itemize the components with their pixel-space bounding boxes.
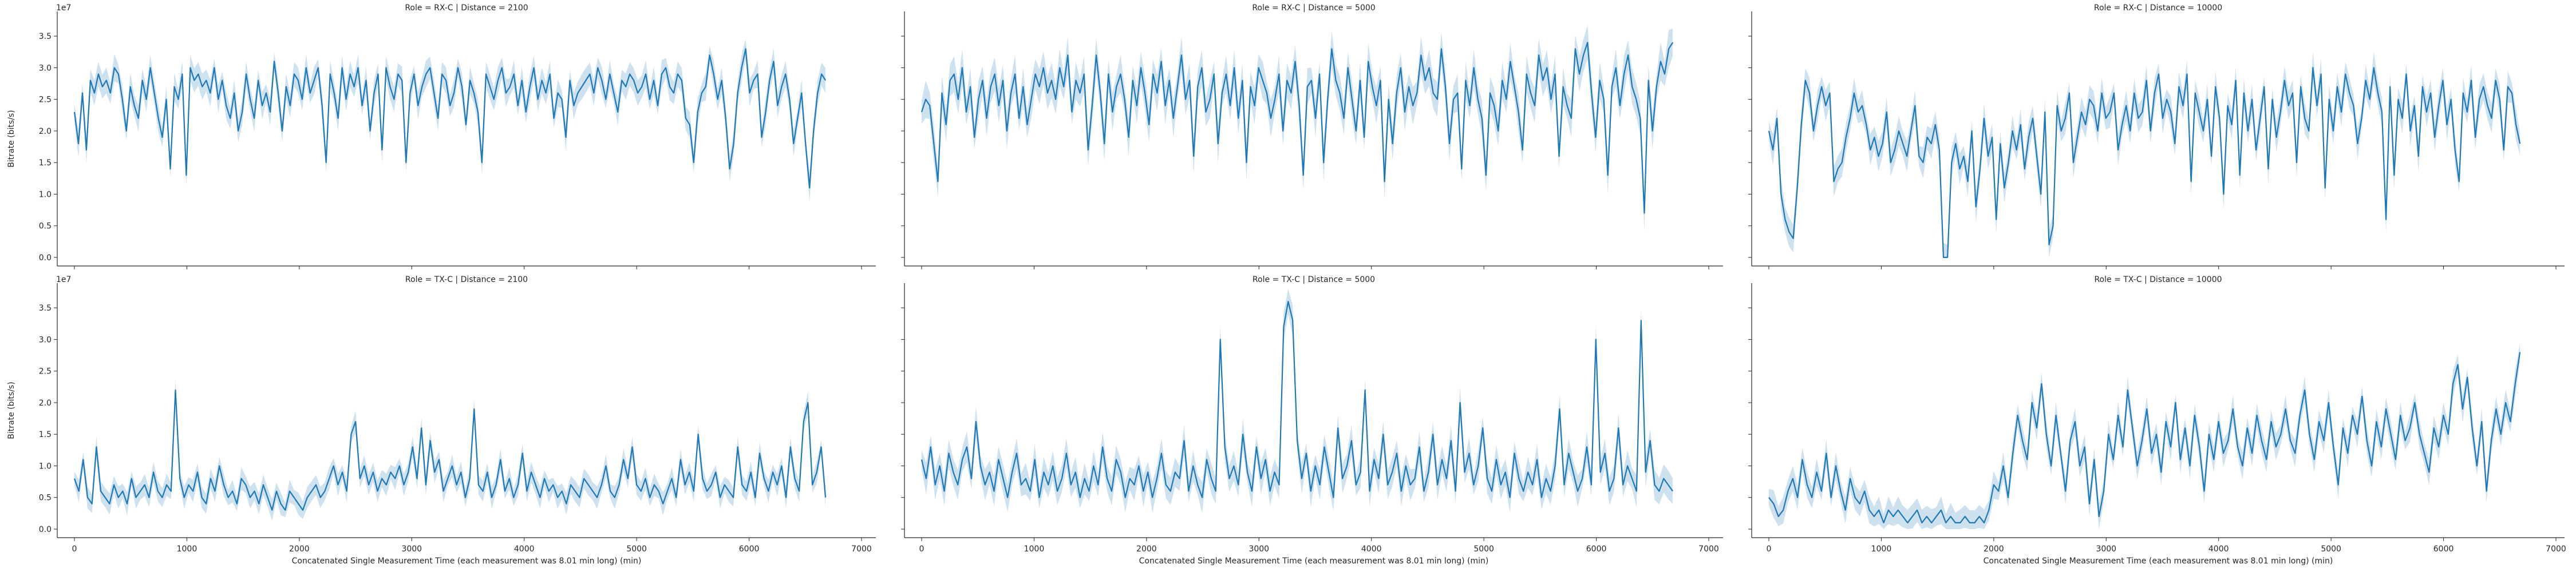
y-tick-label: 2.5 bbox=[39, 367, 52, 376]
series-line bbox=[73, 48, 827, 189]
facet-panel: Role = RX-C | Distance = 10000 bbox=[1748, 3, 2565, 269]
facet-panel: Role = RX-C | Distance = 5000 bbox=[901, 3, 1723, 269]
x-tick-label: 7000 bbox=[851, 545, 872, 554]
y-tick-label: 1.0 bbox=[39, 190, 52, 199]
confidence-band bbox=[74, 38, 826, 202]
y-tick-label: 3.5 bbox=[39, 32, 52, 41]
x-tick-label: 5000 bbox=[2321, 545, 2341, 554]
x-tick-label: 0 bbox=[1767, 545, 1772, 554]
x-tick-label: 4000 bbox=[2208, 545, 2229, 554]
y-tick-label: 1.0 bbox=[39, 462, 52, 471]
y-axis-label: Bitrate (bits/s) bbox=[7, 110, 16, 167]
y-tick-label: 1.5 bbox=[39, 430, 52, 439]
series-line bbox=[1768, 67, 2521, 259]
x-axis-label: Concatenated Single Measurement Time (ea… bbox=[292, 557, 642, 566]
y-scale-exponent: 1e7 bbox=[56, 3, 71, 13]
x-tick-label: 3000 bbox=[2096, 545, 2116, 554]
y-tick-label: 1.5 bbox=[39, 158, 52, 168]
series-line bbox=[920, 42, 1674, 214]
x-tick-label: 6000 bbox=[739, 545, 760, 554]
series-line bbox=[1768, 352, 2521, 523]
facet-panel: Role = RX-C | Distance = 2100 0.0 0.5 1.0 1.… bbox=[7, 3, 876, 269]
x-tick-label: 0 bbox=[72, 545, 77, 554]
x-tick-label: 2000 bbox=[1984, 545, 2004, 554]
y-tick-label: 3.5 bbox=[39, 304, 52, 313]
x-tick-label: 4000 bbox=[1361, 545, 1382, 554]
x-tick-label: 3000 bbox=[1249, 545, 1269, 554]
y-tick-label: 0.0 bbox=[39, 525, 52, 534]
y-axis-label: Bitrate (bits/s) bbox=[7, 382, 16, 439]
confidence-band bbox=[922, 25, 1673, 231]
x-tick-label: 1000 bbox=[1024, 545, 1045, 554]
facet-panel: Role = TX-C | Distance = 2100 0.0 0.5 1.0 1.… bbox=[7, 275, 876, 566]
x-tick-label: 2000 bbox=[289, 545, 310, 554]
panel-title: Role = TX-C | Distance = 5000 bbox=[1253, 275, 1375, 284]
x-tick-label: 6000 bbox=[1586, 545, 1607, 554]
facet-panel: Role = TX-C | Distance = 10000 0 1000 2000 3… bbox=[1748, 275, 2566, 566]
confidence-band bbox=[922, 289, 1673, 514]
series-line bbox=[73, 389, 827, 511]
y-scale-exponent: 1e7 bbox=[56, 275, 71, 284]
x-tick-label: 1000 bbox=[177, 545, 197, 554]
panel-title: Role = TX-C | Distance = 10000 bbox=[2094, 275, 2222, 284]
x-tick-label: 5000 bbox=[626, 545, 647, 554]
x-tick-label: 2000 bbox=[1136, 545, 1157, 554]
confidence-band bbox=[1769, 343, 2520, 529]
x-axis-label: Concatenated Single Measurement Time (ea… bbox=[1139, 557, 1489, 566]
panel-title: Role = RX-C | Distance = 2100 bbox=[405, 3, 528, 13]
y-tick-label: 2.0 bbox=[39, 399, 52, 408]
facet-panel: Role = TX-C | Distance = 5000 0 1000 2000 30… bbox=[901, 275, 1723, 566]
x-tick-label: 5000 bbox=[1473, 545, 1494, 554]
x-tick-label: 6000 bbox=[2433, 545, 2454, 554]
x-tick-label: 7000 bbox=[1698, 545, 1719, 554]
x-tick-label: 3000 bbox=[401, 545, 422, 554]
y-tick-label: 0.0 bbox=[39, 253, 52, 263]
x-tick-label: 1000 bbox=[1871, 545, 1892, 554]
y-tick-label: 2.5 bbox=[39, 96, 52, 105]
y-tick-label: 3.0 bbox=[39, 63, 52, 73]
panel-title: Role = RX-C | Distance = 10000 bbox=[2094, 3, 2222, 13]
x-tick-label: 4000 bbox=[514, 545, 535, 554]
series-line bbox=[920, 301, 1673, 498]
x-tick-label: 7000 bbox=[2546, 545, 2566, 554]
x-tick-label: 0 bbox=[919, 545, 924, 554]
panel-title: Role = RX-C | Distance = 5000 bbox=[1252, 3, 1375, 13]
panel-title: Role = TX-C | Distance = 2100 bbox=[405, 275, 528, 284]
confidence-band bbox=[74, 379, 826, 521]
y-tick-label: 0.5 bbox=[39, 222, 52, 231]
y-tick-label: 2.0 bbox=[39, 127, 52, 136]
y-tick-label: 0.5 bbox=[39, 494, 52, 503]
y-tick-label: 3.0 bbox=[39, 335, 52, 344]
x-axis-label: Concatenated Single Measurement Time (ea… bbox=[1984, 557, 2333, 566]
